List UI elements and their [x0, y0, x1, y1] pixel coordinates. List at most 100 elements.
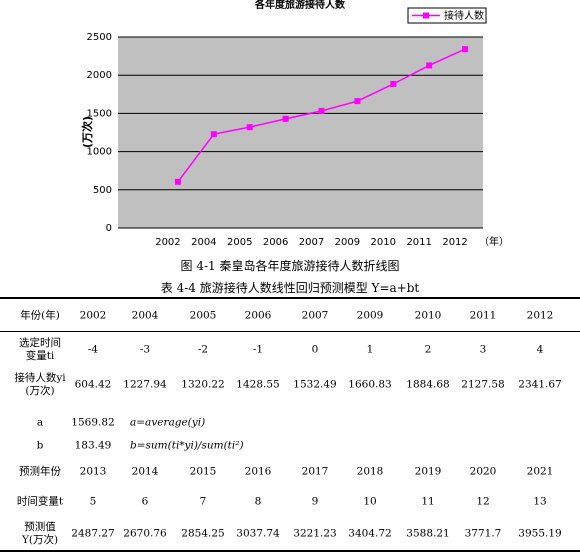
data-point [318, 107, 325, 114]
formula-cell: b=sum(ti*yi)/sum(ti²) [130, 439, 244, 452]
x-tick-label: 2010 [371, 237, 396, 248]
table-cell: 4 [536, 343, 544, 356]
table-cell: 6 [141, 495, 149, 508]
table-cell: -3 [139, 343, 151, 356]
row-label: 选定时间变量ti [19, 336, 61, 362]
formula-cell: a=average(yi) [130, 416, 206, 429]
table-cell: 9 [311, 495, 319, 508]
x-axis-label: （年） [479, 235, 509, 248]
row-label: b [36, 439, 44, 452]
table-cell: 12 [476, 495, 490, 508]
data-point [174, 178, 181, 185]
table-cell: 2018 [356, 465, 384, 478]
table-cell: 1 [366, 343, 374, 356]
row-label: 时间变量t [16, 495, 64, 508]
chart-title: 各年度旅游接待人数 [254, 0, 346, 11]
table-cell: 3588.21 [406, 527, 450, 540]
header-cell: 2006 [244, 309, 272, 322]
header-cell: 2011 [469, 309, 497, 322]
header-cell: 2007 [301, 309, 329, 322]
table-cell: 0 [311, 343, 319, 356]
table-cell: 8 [254, 495, 262, 508]
data-point [426, 62, 433, 69]
table-cell: 1227.94 [123, 378, 167, 391]
legend-label: 接待人数 [444, 9, 484, 22]
x-tick-label: 2002 [155, 237, 180, 248]
table-cell: 2021 [526, 465, 554, 478]
table-caption: 表 4-4 旅游接待人数线性回归预测模型 Y=a+bt [160, 281, 420, 295]
x-tick-label: 2012 [442, 237, 467, 248]
table-cell: 2127.58 [461, 378, 505, 391]
table-cell: 1532.49 [293, 378, 337, 391]
header-cell: 2012 [526, 309, 554, 322]
row-label: 预测值Y(万次) [21, 520, 59, 546]
table-cell: 2 [424, 343, 432, 356]
header-cell: 2009 [356, 309, 384, 322]
y-tick-label: 500 [93, 185, 112, 196]
header-cell: 2004 [131, 309, 159, 322]
header-cell: 2010 [414, 309, 442, 322]
table-cell: 2487.27 [71, 527, 115, 540]
table-cell: 2020 [469, 465, 497, 478]
chart: 各年度旅游接待人数 (万次) （年） 0 500 1000 1500 2000 2500 2… [80, 0, 509, 248]
table-cell: 2013 [79, 465, 107, 478]
legend-box [407, 7, 487, 24]
table-cell: 10 [363, 495, 377, 508]
row-label: 接待人数yi (万次) [14, 371, 66, 397]
table-cell: 1884.68 [406, 378, 450, 391]
x-tick-label: 2005 [227, 237, 252, 248]
table-cell: 3 [479, 343, 487, 356]
table-cell: 2017 [301, 465, 329, 478]
table-cell: 1660.83 [348, 378, 392, 391]
figure-caption: 图 4-1 秦皇岛各年度旅游接待人数折线图 [180, 259, 400, 273]
table-cell: 2015 [189, 465, 217, 478]
table-cell: 1569.82 [71, 416, 115, 429]
table-cell: 1428.55 [236, 378, 280, 391]
data-point [390, 81, 397, 88]
y-axis-label: (万次) [80, 116, 94, 148]
table-cell: 1320.22 [181, 378, 225, 391]
row-label: a [36, 416, 44, 429]
data-point [210, 131, 217, 138]
table-cell: 3955.19 [518, 527, 562, 540]
table-cell: 13 [533, 495, 547, 508]
table-cell: 3404.72 [348, 527, 392, 540]
data-point [462, 46, 469, 53]
x-tick-label: 2011 [406, 237, 431, 248]
header-cell: 2002 [79, 309, 107, 322]
table-cell: -2 [197, 343, 209, 356]
data-point [354, 98, 361, 105]
table-cell: 7 [199, 495, 207, 508]
table-cell: 3771.7 [464, 527, 502, 540]
header-cell: 2005 [189, 309, 217, 322]
table-cell: 3037.74 [236, 527, 280, 540]
table-cell: 2014 [131, 465, 159, 478]
table-cell: 2854.25 [181, 527, 225, 540]
table-cell: 3221.23 [293, 527, 337, 540]
table-cell: 11 [421, 495, 435, 508]
table-cell: 2341.67 [518, 378, 562, 391]
y-tick-label: 1000 [87, 147, 112, 158]
table-cell: 183.49 [74, 439, 112, 452]
y-tick-label: 1500 [87, 108, 112, 119]
y-tick-label: 0 [106, 223, 112, 234]
table-cell: 604.42 [74, 378, 112, 391]
table-rule [0, 297, 580, 299]
data-point [246, 124, 253, 131]
table-cell: 2016 [244, 465, 272, 478]
table-cell: -1 [252, 343, 264, 356]
x-tick-label: 2006 [263, 237, 288, 248]
table-cell: 2670.76 [123, 527, 167, 540]
x-tick-label: 2007 [299, 237, 324, 248]
table-rule [0, 550, 580, 552]
row-label: 预测年份 [19, 465, 61, 478]
data-point [282, 115, 289, 122]
header-cell: 年份(年) [20, 309, 60, 322]
legend-marker [423, 12, 429, 19]
y-tick-label: 2500 [87, 32, 112, 43]
y-tick-label: 2000 [87, 70, 112, 81]
table-cell: -4 [87, 343, 99, 356]
x-tick-label: 2009 [335, 237, 360, 248]
